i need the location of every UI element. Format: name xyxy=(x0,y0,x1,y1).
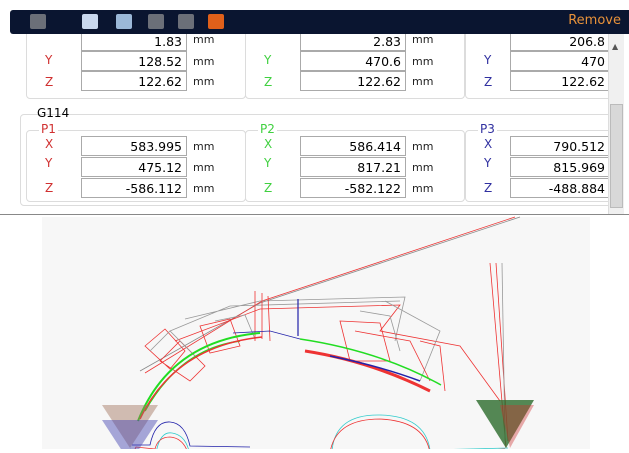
line-tool-icon[interactable] xyxy=(208,14,224,29)
g114-p1-z-field[interactable]: -586.112 xyxy=(81,178,187,198)
layers-icon[interactable] xyxy=(148,14,164,29)
p1-z-field[interactable]: 122.62 xyxy=(81,71,187,91)
g114-p3: P3 X 790.512 Y 815.969 Z -488.884 xyxy=(465,122,608,202)
vertical-scrollbar[interactable]: ▲ xyxy=(608,34,624,214)
g114-p1-x-field[interactable]: 583.995 xyxy=(81,136,187,156)
p3-y-field[interactable]: 470 xyxy=(510,51,608,71)
p3-z-field[interactable]: 122.62 xyxy=(510,71,608,91)
p3-x-field[interactable]: 206.8 xyxy=(510,34,608,51)
3d-viewport[interactable] xyxy=(0,214,629,453)
p1-x-field[interactable]: 1.83 xyxy=(81,34,187,51)
toolbar: Remove xyxy=(10,10,629,34)
group-g114: G114 xyxy=(20,106,608,206)
point-group-p2: 2.83 mm Y 470.6 mm Z 122.62 mm xyxy=(245,34,465,99)
group-title: G114 xyxy=(37,106,70,120)
g114-p3-z-field[interactable]: -488.884 xyxy=(510,178,608,198)
p2-x-field[interactable]: 2.83 xyxy=(300,34,406,51)
g114-p1: P1 X 583.995 mm Y 475.12 mm Z -586.112 m… xyxy=(26,122,246,202)
save-icon[interactable] xyxy=(30,14,46,29)
comment-add-icon[interactable] xyxy=(116,14,132,29)
g114-p3-y-field[interactable]: 815.969 xyxy=(510,157,608,177)
p2-y-field[interactable]: 470.6 xyxy=(300,51,406,71)
remove-button[interactable]: Remove xyxy=(568,13,621,28)
g114-p2: P2 X 586.414 mm Y 817.21 mm Z -582.122 m… xyxy=(245,122,465,202)
p2-z-field[interactable]: 122.62 xyxy=(300,71,406,91)
measure-icon[interactable] xyxy=(178,14,194,29)
g114-p2-x-field[interactable]: 586.414 xyxy=(300,136,406,156)
g114-p2-z-field[interactable]: -582.122 xyxy=(300,178,406,198)
g114-p3-x-field[interactable]: 790.512 xyxy=(510,136,608,156)
g114-p1-y-field[interactable]: 475.12 xyxy=(81,157,187,177)
coordinates-panel: 1.83 mm Y 128.52 mm Z 122.62 mm 2.83 mm … xyxy=(10,34,608,214)
scroll-up-arrow-icon[interactable]: ▲ xyxy=(612,42,619,51)
point-group-p3: 206.8 Y 470 Z 122.62 xyxy=(465,34,608,99)
point-group-p1: 1.83 mm Y 128.52 mm Z 122.62 mm xyxy=(26,34,246,99)
g114-p2-y-field[interactable]: 817.21 xyxy=(300,157,406,177)
p1-y-field[interactable]: 128.52 xyxy=(81,51,187,71)
export-icon[interactable] xyxy=(82,14,98,29)
scrollbar-thumb[interactable] xyxy=(610,104,623,208)
trajectory-render xyxy=(42,216,590,453)
